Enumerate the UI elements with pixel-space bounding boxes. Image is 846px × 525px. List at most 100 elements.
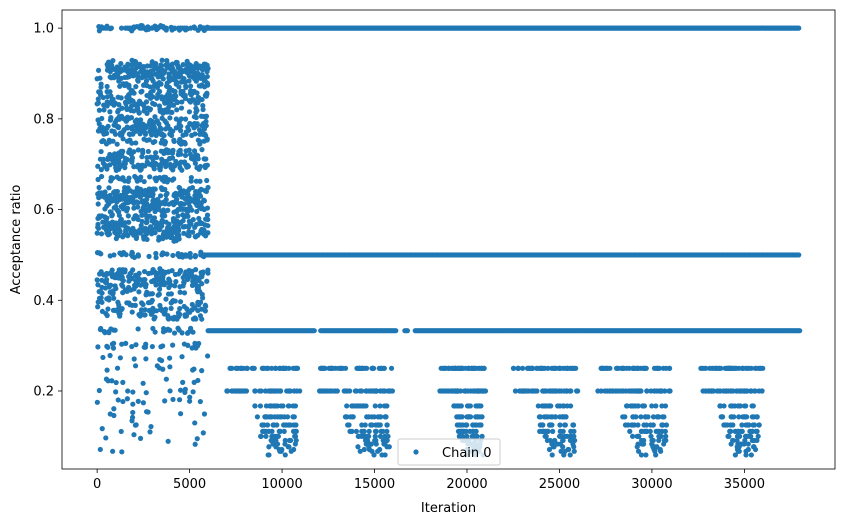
data-point: [562, 422, 568, 428]
data-point: [204, 62, 210, 68]
data-point: [472, 433, 479, 439]
data-point: [124, 124, 130, 130]
data-point: [143, 99, 150, 105]
data-point: [751, 422, 758, 428]
data-point: [177, 411, 184, 417]
data-point: [124, 288, 130, 294]
data-point: [599, 365, 605, 371]
data-point: [628, 388, 635, 394]
data-point: [142, 190, 148, 196]
data-point: [142, 307, 148, 313]
data-point: [199, 96, 205, 103]
data-point: [103, 435, 109, 441]
data-point: [739, 422, 745, 428]
data-point: [117, 218, 123, 224]
data-point: [371, 452, 377, 458]
data-point: [550, 428, 556, 434]
data-point: [372, 403, 378, 409]
data-point: [187, 394, 193, 400]
data-point: [124, 206, 130, 212]
data-point: [121, 163, 127, 169]
data-point: [140, 400, 146, 406]
data-point: [202, 156, 208, 162]
data-point: [162, 126, 169, 132]
data-point: [463, 428, 469, 434]
data-point: [157, 266, 163, 272]
data-point: [546, 446, 553, 453]
x-tick-label: 5000: [173, 477, 206, 492]
data-point: [364, 365, 370, 371]
data-point: [114, 141, 120, 147]
data-point: [620, 388, 626, 394]
data-point: [149, 59, 155, 65]
data-point: [144, 63, 150, 69]
data-point: [167, 364, 173, 370]
data-point: [159, 274, 166, 280]
data-point: [104, 83, 110, 90]
data-point: [288, 437, 294, 444]
data-point: [109, 65, 115, 71]
data-point: [629, 422, 636, 428]
data-point: [147, 429, 153, 435]
data-point: [172, 283, 178, 289]
data-point: [171, 238, 177, 244]
data-point: [159, 57, 165, 63]
data-point: [384, 428, 390, 434]
data-point: [109, 341, 115, 347]
data-point: [137, 313, 143, 319]
data-point: [283, 365, 289, 371]
data-point: [571, 428, 577, 434]
data-point: [550, 444, 556, 450]
data-point: [137, 194, 143, 200]
data-point: [123, 340, 129, 346]
data-point: [251, 365, 257, 371]
data-point: [154, 271, 160, 277]
data-point: [752, 446, 759, 453]
data-point: [129, 62, 135, 68]
data-point: [290, 365, 296, 371]
data-point: [157, 226, 163, 232]
data-point: [204, 177, 210, 184]
data-point: [182, 223, 188, 230]
data-point: [203, 93, 209, 99]
data-point: [155, 292, 161, 298]
data-point: [168, 305, 174, 311]
data-point: [129, 140, 135, 146]
data-point: [361, 428, 367, 434]
legend-marker-chain-0: [413, 449, 419, 455]
data-point: [152, 114, 158, 120]
data-point: [200, 430, 206, 436]
data-point: [95, 225, 102, 231]
data-point: [182, 79, 188, 85]
data-point: [147, 213, 153, 219]
data-point: [166, 276, 172, 282]
data-point: [445, 388, 451, 394]
data-point: [467, 428, 473, 434]
data-point: [536, 414, 542, 420]
data-point: [104, 312, 110, 319]
data-point: [141, 344, 147, 350]
data-point: [750, 437, 756, 444]
data-point: [622, 414, 628, 420]
data-point: [164, 190, 170, 197]
data-point: [170, 396, 176, 403]
data-point: [197, 220, 203, 227]
data-point: [471, 428, 477, 434]
data-point: [185, 271, 191, 277]
data-point: [725, 433, 731, 439]
data-point: [294, 388, 300, 394]
data-point: [171, 191, 178, 197]
data-point: [118, 428, 124, 435]
data-point: [163, 162, 170, 169]
data-point: [464, 403, 471, 409]
data-point: [114, 365, 121, 371]
data-point: [558, 448, 564, 454]
data-point: [282, 452, 288, 458]
data-point: [546, 403, 553, 409]
data-point: [292, 441, 298, 447]
data-point: [184, 25, 190, 31]
data-point: [104, 367, 110, 373]
data-point: [133, 342, 139, 348]
data-point: [144, 83, 150, 89]
data-point: [165, 291, 172, 297]
